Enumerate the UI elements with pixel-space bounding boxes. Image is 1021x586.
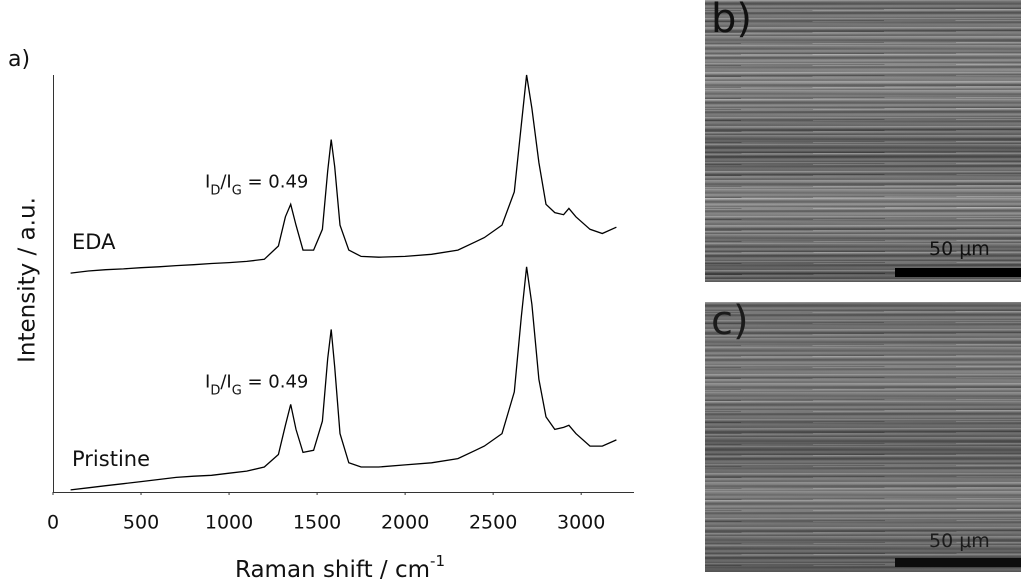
scale-bar (895, 268, 1021, 277)
x-tick-label: 2000 (381, 512, 429, 534)
annotation-part: /I (220, 371, 231, 392)
ratio-annotation: ID/IG = 0.49 (205, 371, 308, 398)
x-tick-label: 3000 (557, 512, 605, 534)
y-axis-label: Intensity / a.u. (15, 197, 41, 363)
annotation-part: D (210, 183, 220, 198)
sem-image: c) 50 μm (705, 302, 1021, 572)
scale-bar (895, 558, 1021, 567)
annotation-part: /I (220, 171, 231, 192)
scale-bar-label: 50 μm (929, 530, 990, 552)
x-tick-label: 0 (47, 512, 59, 534)
annotation-part: G (232, 383, 242, 398)
x-label-main: Raman shift / cm (235, 557, 430, 583)
panel-label: a) (8, 47, 30, 72)
annotation-part: = 0.49 (242, 171, 309, 192)
series-label: Pristine (72, 447, 150, 471)
annotation-part: I (205, 171, 210, 192)
spectrum-line (70, 74, 617, 274)
x-label-superscript: -1 (430, 552, 445, 570)
annotation-part: I (205, 371, 210, 392)
spectrum-line (70, 266, 617, 491)
annotation-part: = 0.49 (242, 371, 309, 392)
x-tick-label: 1500 (293, 512, 341, 534)
x-tick-label: 2500 (469, 512, 517, 534)
annotation-part: G (232, 183, 242, 198)
x-axis-label: Raman shift / cm-1 (235, 552, 445, 583)
x-tick-label: 1000 (205, 512, 253, 534)
annotation-part: D (210, 383, 220, 398)
scale-bar-label: 50 μm (929, 238, 990, 260)
panel-label: c) (711, 302, 749, 344)
ratio-annotation: ID/IG = 0.49 (205, 171, 308, 198)
chart: a) Intensity / a.u. Raman shift / cm-1 0… (8, 47, 634, 583)
sem-image: b) 50 μm (705, 0, 1021, 282)
x-tick-label: 500 (123, 512, 159, 534)
panel-label: b) (711, 0, 752, 42)
series-label: EDA (72, 230, 116, 254)
